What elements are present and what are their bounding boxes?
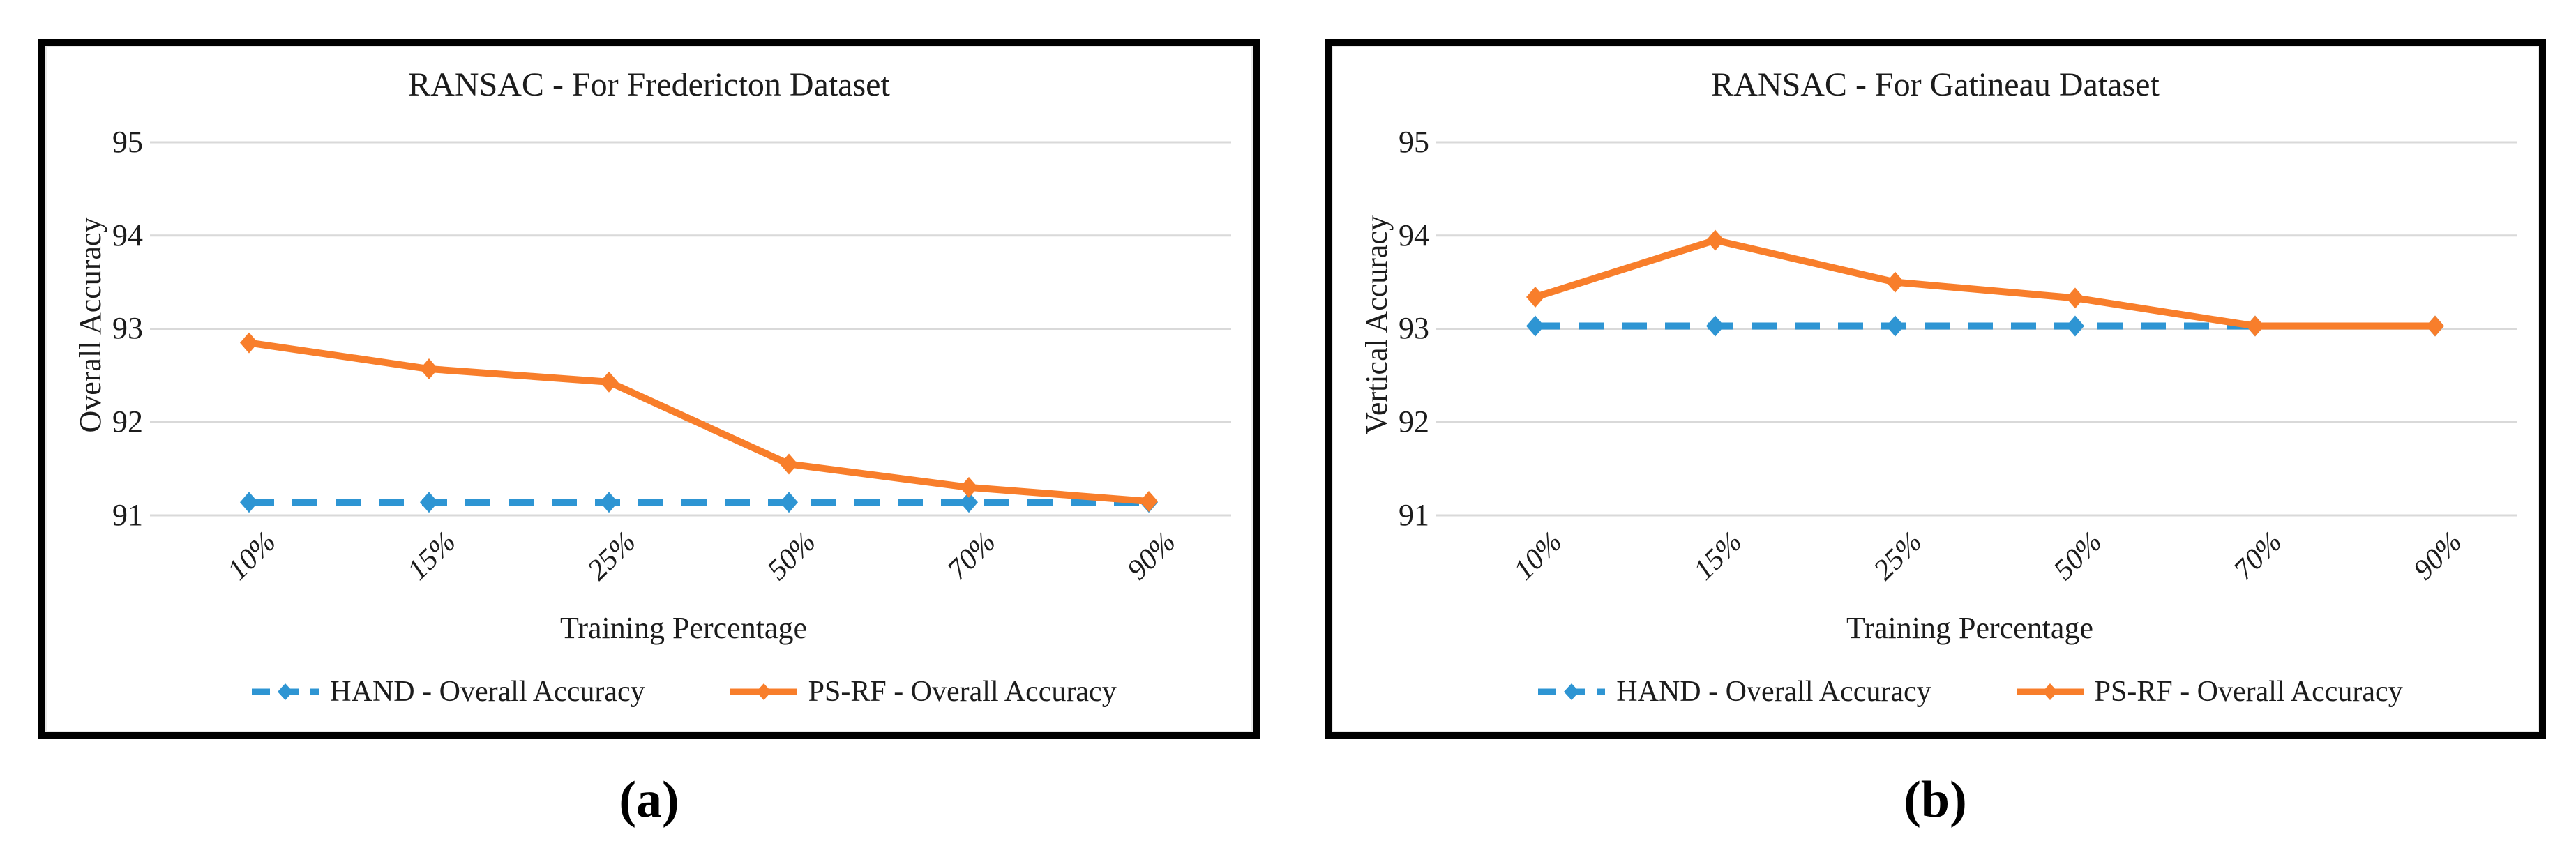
y-tick-label: 93 [1399,311,1429,345]
legend: HAND - Overall Accuracy PS-RF - Overall … [122,675,1245,709]
data-point-marker-hand [1886,315,1904,337]
plot-area [150,141,1231,517]
hand-dashed-line-swatch [1538,683,1606,700]
psrf-solid-line-swatch [730,683,797,700]
subfigure-caption-b: (b) [1904,771,1967,828]
subfigure-caption-a: (a) [619,771,679,828]
series-line-psrf [1534,236,2435,330]
x-axis-label: Training Percentage [1846,611,2093,645]
data-point-marker-psrf [1140,490,1158,512]
y-tick-label: 92 [1399,404,1429,439]
legend-label: PS-RF - Overall Accuracy [2094,676,2403,708]
data-point-marker-hand [2066,315,2084,337]
data-point-marker-hand [960,492,978,513]
legend-swatch-marker [2042,683,2058,700]
data-point-marker-psrf [240,332,258,354]
data-point-marker-psrf [780,453,798,475]
legend-swatch-marker [1564,683,1580,700]
legend-swatch-marker [278,683,294,700]
chart-panel-fredericton: RANSAC - For Fredericton Dataset Overall… [38,39,1260,739]
data-point-marker-psrf [960,476,978,498]
data-point-marker-psrf [2246,315,2264,337]
data-point-marker-psrf [600,371,618,393]
data-point-marker-hand [1706,315,1724,337]
legend-item-hand: HAND - Overall Accuracy [1537,675,1931,709]
data-point-marker-hand [420,492,438,513]
hand-dashed-line-swatch [252,683,319,700]
data-point-marker-hand [600,492,618,513]
legend: HAND - Overall Accuracy PS-RF - Overall … [1408,675,2531,709]
data-point-marker-hand [780,492,798,513]
data-point-marker-psrf [420,358,438,380]
y-tick-label: 95 [1399,125,1429,159]
legend-item-psrf: PS-RF - Overall Accuracy [729,675,1117,709]
y-tick-label: 91 [112,498,143,532]
y-tick-label: 92 [112,404,143,439]
chart-title: RANSAC - For Fredericton Dataset [408,66,890,103]
series-line-psrf [248,339,1150,505]
data-point-marker-psrf [1706,229,1724,251]
legend-label: HAND - Overall Accuracy [330,676,645,708]
y-tick-label: 95 [112,125,143,159]
data-point-marker-psrf [2066,287,2084,309]
psrf-solid-line-swatch [2016,683,2084,700]
legend-label: PS-RF - Overall Accuracy [808,676,1117,708]
legend-item-hand: HAND - Overall Accuracy [250,675,645,709]
y-tick-label: 93 [112,311,143,345]
data-point-marker-psrf [1526,287,1544,308]
legend-item-psrf: PS-RF - Overall Accuracy [2015,675,2403,709]
plot-area [1436,141,2517,517]
y-tick-label: 94 [112,218,143,252]
legend-label: HAND - Overall Accuracy [1616,676,1931,708]
data-point-marker-psrf [2426,315,2444,337]
chart-panel-gatineau: RANSAC - For Gatineau Dataset Vertical A… [1325,39,2546,739]
data-point-marker-psrf [1886,271,1904,293]
y-tick-label: 91 [1399,498,1429,532]
chart-title: RANSAC - For Gatineau Dataset [1711,66,2160,103]
y-tick-label: 94 [1399,218,1429,252]
legend-swatch-marker [755,683,771,700]
x-axis-label: Training Percentage [560,611,807,645]
data-point-marker-hand [1526,315,1544,337]
data-point-marker-hand [240,492,258,513]
